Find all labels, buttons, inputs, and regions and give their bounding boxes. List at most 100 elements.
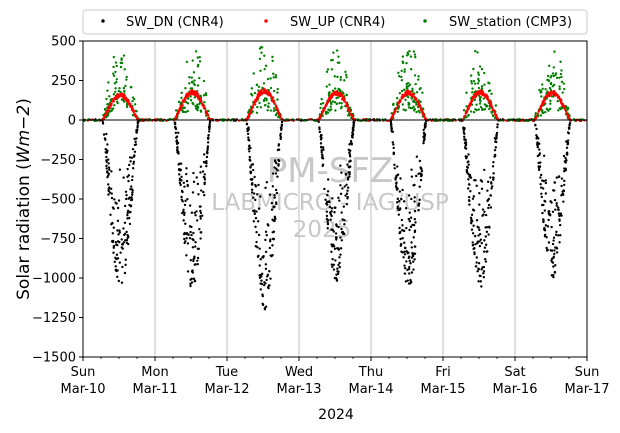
sw-station-point xyxy=(418,88,421,91)
sw-dn-point xyxy=(483,257,487,261)
sw-dn-point xyxy=(108,168,111,171)
sw-station-point xyxy=(114,70,117,74)
sw-up-point xyxy=(180,104,184,107)
sw-dn-point xyxy=(136,124,139,127)
sw-dn-point xyxy=(183,185,186,188)
x-tick-day: Sun xyxy=(71,365,96,380)
sw-dn-point xyxy=(408,259,411,263)
sw-dn-point xyxy=(272,206,275,209)
sw-dn-point xyxy=(482,276,486,279)
sw-dn-point xyxy=(339,236,342,239)
sw-dn-point xyxy=(265,181,269,184)
sw-dn-point xyxy=(564,159,568,162)
legend-marker-sw-dn xyxy=(101,19,105,23)
sw-up-point xyxy=(468,104,472,107)
sw-dn-point xyxy=(403,246,407,250)
sw-station-point xyxy=(479,96,482,99)
sw-dn-point xyxy=(352,122,356,125)
x-tick-day: Mon xyxy=(141,365,168,380)
sw-dn-point xyxy=(470,213,474,217)
sw-station-point xyxy=(470,82,474,85)
sw-station-point xyxy=(271,55,274,59)
sw-station-point xyxy=(474,82,477,85)
sw-up-point xyxy=(542,101,545,105)
y-tick-label: −1500 xyxy=(32,351,76,366)
sw-up-point xyxy=(421,111,424,114)
sw-dn-point xyxy=(342,205,346,208)
sw-dn-point xyxy=(260,275,263,278)
sw-station-point xyxy=(408,83,412,86)
sw-station-point xyxy=(558,85,561,88)
sw-dn-point xyxy=(121,247,124,250)
sw-dn-point xyxy=(484,260,488,263)
sw-station-point xyxy=(269,77,272,80)
sw-station-point xyxy=(418,111,421,114)
sw-dn-point xyxy=(407,217,410,221)
sw-dn-point xyxy=(182,219,185,222)
sw-station-point xyxy=(202,94,206,97)
sw-dn-point xyxy=(485,226,489,229)
sw-station-point xyxy=(203,100,206,104)
sw-dn-point xyxy=(185,167,188,170)
sw-dn-point xyxy=(194,214,197,217)
sw-station-point xyxy=(415,110,418,114)
legend-box xyxy=(82,9,588,35)
sw-dn-point xyxy=(468,203,471,206)
sw-up-point xyxy=(189,92,192,95)
sw-station-point xyxy=(112,74,116,78)
sw-dn-point xyxy=(565,140,568,143)
sw-dn-point xyxy=(554,233,558,236)
sw-dn-point xyxy=(392,143,395,146)
sw-dn-point xyxy=(393,167,396,170)
sw-up-point xyxy=(420,109,423,112)
sw-station-point xyxy=(556,99,559,103)
sw-dn-point xyxy=(409,262,412,265)
sw-dn-point xyxy=(349,159,352,163)
sw-dn-point xyxy=(192,231,195,235)
sw-dn-point xyxy=(484,243,488,246)
sw-dn-point xyxy=(120,238,123,241)
sw-station-point xyxy=(549,107,552,111)
sw-up-point xyxy=(494,114,498,118)
sw-dn-point xyxy=(251,209,255,213)
sw-station-point xyxy=(470,80,473,83)
sw-dn-point xyxy=(179,168,182,171)
sw-dn-point xyxy=(121,265,124,269)
sw-station-point xyxy=(196,56,199,59)
sw-dn-point xyxy=(259,288,262,291)
sw-station-point xyxy=(333,75,337,78)
sw-dn-point xyxy=(183,203,187,207)
sw-dn-point xyxy=(326,227,329,230)
sw-dn-point xyxy=(203,181,206,184)
sw-dn-point xyxy=(553,181,556,184)
sw-station-point xyxy=(260,51,263,54)
sw-dn-point xyxy=(396,173,400,176)
sw-dn-point xyxy=(266,223,269,226)
sw-dn-point xyxy=(555,230,558,234)
sw-dn-point xyxy=(422,135,425,139)
sw-station-point xyxy=(190,76,194,79)
sw-dn-point xyxy=(189,284,192,288)
sw-dn-point xyxy=(173,122,177,126)
sw-dn-point xyxy=(410,246,413,249)
sw-dn-point xyxy=(194,263,197,266)
sw-station-point xyxy=(108,95,111,98)
sw-up-point xyxy=(259,92,263,95)
sw-dn-point xyxy=(189,278,192,281)
sw-station-point xyxy=(477,86,481,90)
legend-marker-sw-up xyxy=(264,19,268,23)
sw-dn-point xyxy=(482,265,486,269)
sw-dn-point xyxy=(179,183,182,187)
sw-dn-point xyxy=(128,222,132,226)
sw-station-point xyxy=(477,79,481,82)
sw-dn-point xyxy=(123,232,127,236)
sw-station-point xyxy=(417,75,420,78)
sw-dn-point xyxy=(401,188,404,192)
sw-dn-point xyxy=(420,173,423,176)
sw-station-point xyxy=(494,104,498,107)
sw-dn-point xyxy=(256,193,259,196)
sw-dn-point xyxy=(261,256,264,259)
sw-dn-point xyxy=(409,225,413,229)
sw-dn-point xyxy=(248,155,252,159)
sw-dn-point xyxy=(473,252,476,256)
